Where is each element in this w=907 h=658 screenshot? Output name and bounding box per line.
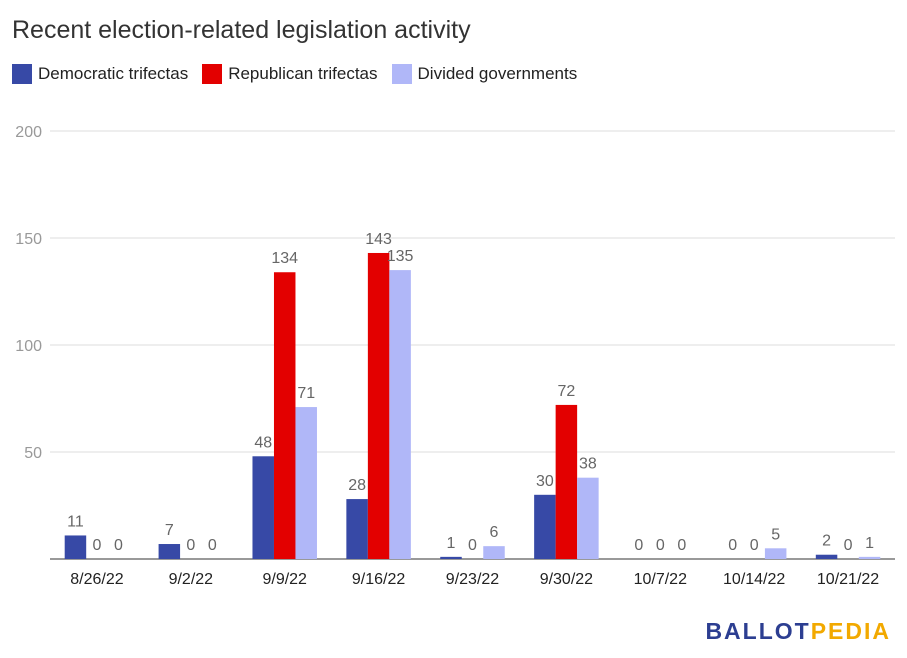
data-label: 72 [557, 383, 575, 400]
legend-item-democratic: Democratic trifectas [12, 64, 188, 84]
legend-item-republican: Republican trifectas [202, 64, 378, 84]
data-label: 0 [728, 537, 737, 554]
legend-label-republican: Republican trifectas [228, 64, 378, 83]
y-tick-label: 50 [24, 445, 42, 462]
data-label: 2 [822, 533, 831, 550]
data-label: 0 [468, 537, 477, 554]
x-tick-label: 10/14/22 [723, 571, 785, 588]
x-tick-label: 9/2/22 [169, 571, 214, 588]
data-label: 0 [114, 537, 123, 554]
bar [555, 404, 578, 559]
data-label: 0 [208, 537, 217, 554]
data-label: 1 [447, 535, 456, 552]
legend-swatch-democratic [12, 64, 32, 84]
data-label: 0 [634, 537, 643, 554]
bar [815, 554, 838, 559]
bar [64, 535, 87, 559]
ballotpedia-logo: BALLOTPEDIA [705, 618, 891, 645]
bar [858, 556, 881, 559]
data-label: 0 [750, 537, 759, 554]
data-label: 30 [536, 473, 554, 490]
data-label: 6 [490, 524, 499, 541]
bar [440, 556, 462, 559]
legend-label-democratic: Democratic trifectas [38, 64, 189, 83]
bar [273, 272, 296, 559]
y-tick-label: 200 [15, 124, 42, 141]
data-label: 71 [297, 385, 315, 402]
bar [252, 456, 274, 559]
data-label: 7 [165, 522, 174, 539]
data-label: 11 [67, 513, 84, 530]
data-label: 38 [579, 456, 597, 473]
data-label: 0 [186, 537, 195, 554]
bar [295, 407, 317, 559]
bar [346, 499, 368, 559]
x-tick-label: 9/16/22 [352, 571, 405, 588]
x-tick-label: 9/23/22 [446, 571, 499, 588]
data-label: 143 [365, 231, 392, 248]
data-label: 5 [771, 526, 780, 543]
legend-label-divided: Divided governments [417, 64, 578, 83]
y-tick-label: 150 [15, 231, 42, 248]
data-label: 48 [254, 434, 272, 451]
bar [389, 270, 411, 559]
data-label: 0 [844, 537, 853, 554]
data-label: 1 [865, 535, 874, 552]
x-tick-label: 10/21/22 [817, 571, 879, 588]
logo-pedia: PEDIA [810, 618, 891, 644]
data-label: 0 [677, 537, 686, 554]
data-label: 135 [387, 248, 414, 265]
x-tick-label: 9/9/22 [262, 571, 307, 588]
legend-item-divided: Divided governments [391, 64, 578, 84]
logo-ballot: BALLOT [705, 618, 811, 644]
x-tick-label: 9/30/22 [540, 571, 593, 588]
legend-swatch-republican [202, 64, 223, 84]
data-label: 28 [348, 477, 366, 494]
x-tick-label: 10/7/22 [634, 571, 687, 588]
y-tick-label: 100 [15, 338, 42, 355]
bar [764, 548, 787, 559]
bar [367, 252, 390, 560]
data-label: 134 [271, 250, 298, 267]
legend: Democratic trifectas Republican trifecta… [12, 64, 591, 84]
bar [577, 477, 599, 559]
bar [158, 544, 181, 559]
x-tick-label: 8/26/22 [70, 571, 123, 588]
bar [483, 546, 505, 559]
chart-title: Recent election-related legislation acti… [12, 16, 471, 44]
bar [534, 494, 556, 559]
data-label: 0 [92, 537, 101, 554]
data-label: 0 [656, 537, 665, 554]
legend-swatch-divided [391, 64, 412, 84]
